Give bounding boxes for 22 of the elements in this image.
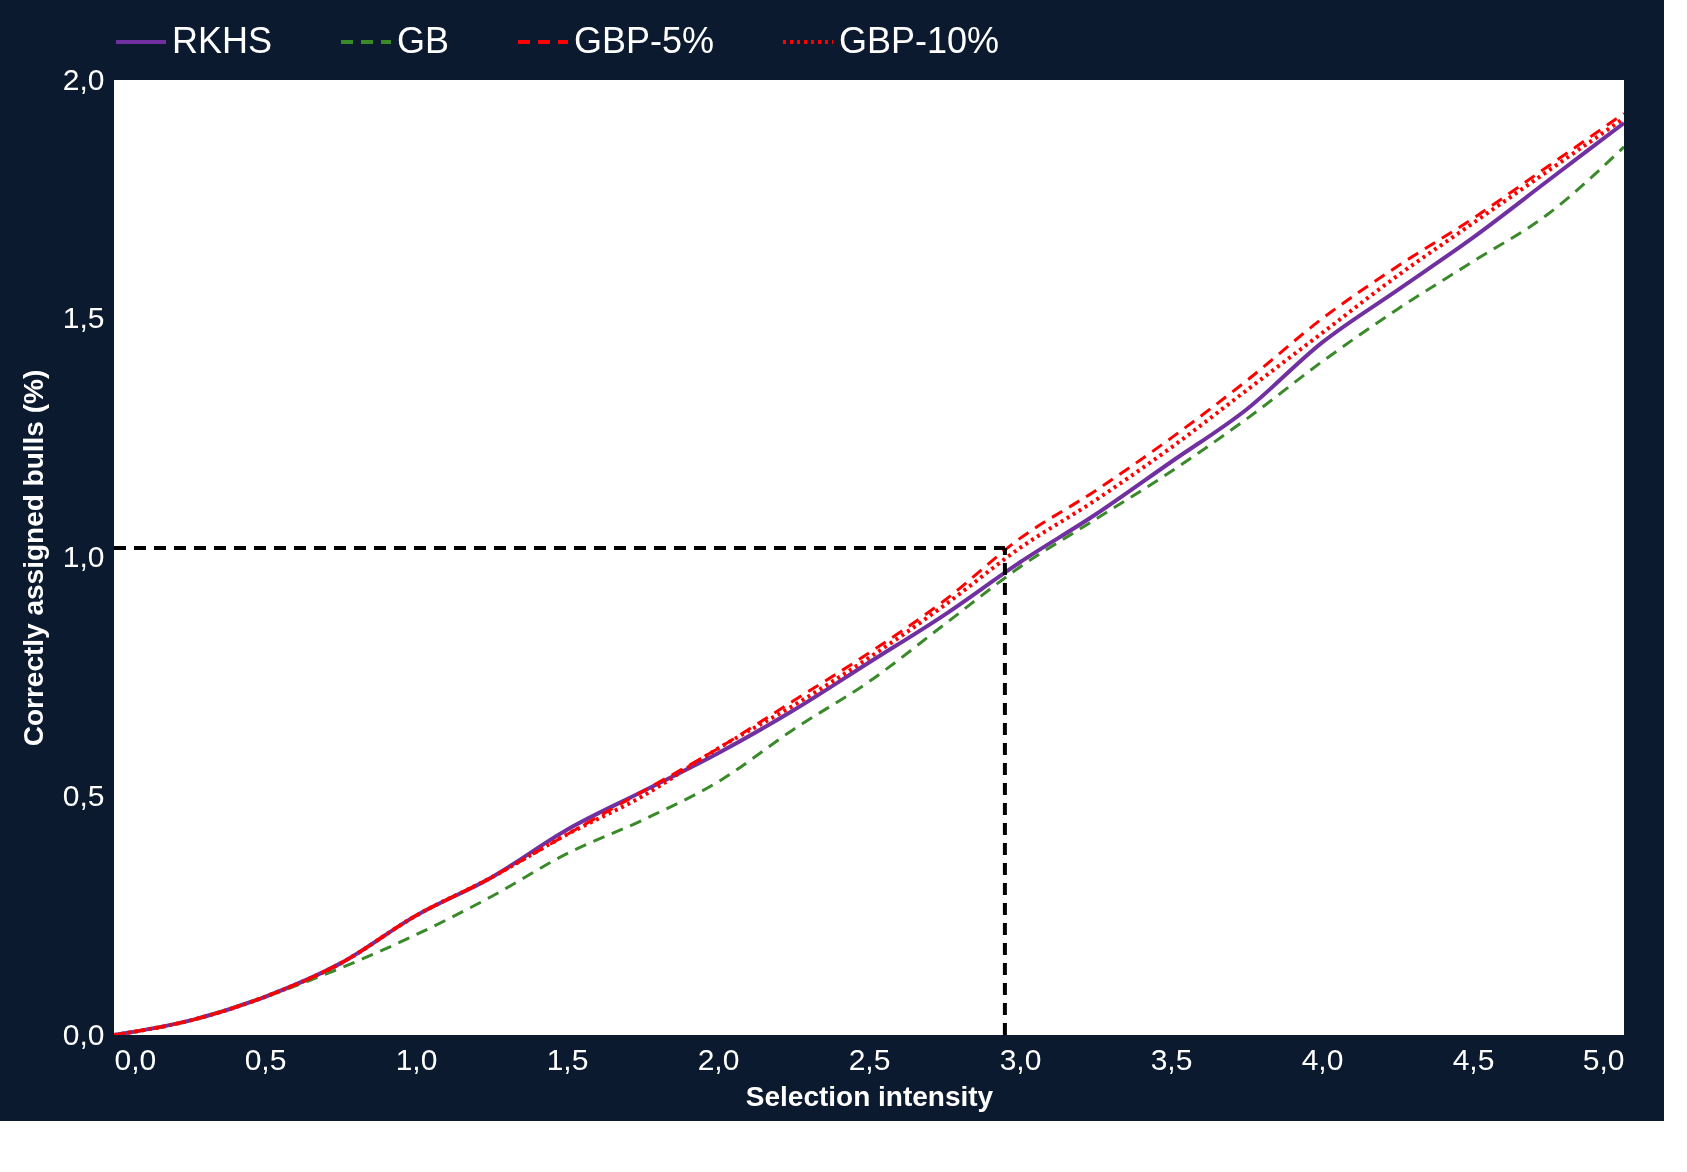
y-tick-label: 2,0 — [62, 62, 105, 96]
y-tick-label: 0,0 — [62, 1017, 105, 1051]
x-tick-label: 2,0 — [697, 1042, 740, 1076]
x-axis-title: Selection intensity — [745, 1080, 994, 1112]
x-tick-label: 2,5 — [848, 1042, 891, 1076]
y-tick-label: 0,5 — [62, 778, 105, 812]
y-tick-label: 1,5 — [62, 301, 105, 335]
x-tick-label: 0,0 — [114, 1042, 157, 1076]
y-axis-title: Correctly assigned bulls (%) — [17, 369, 49, 747]
y-tick-label: 1,0 — [62, 540, 105, 573]
legend-label: GB — [397, 20, 450, 61]
x-tick-label: 1,0 — [395, 1042, 438, 1076]
x-tick-label: 1,5 — [546, 1042, 589, 1076]
legend-label: RKHS — [172, 20, 273, 61]
legend-label: GBP-5% — [574, 20, 715, 61]
x-tick-label: 3,0 — [999, 1042, 1042, 1076]
x-tick-label: 0,5 — [244, 1042, 287, 1076]
x-tick-label: 4,0 — [1301, 1042, 1344, 1076]
legend-label: GBP-10% — [839, 20, 1000, 61]
x-tick-label: 4,5 — [1452, 1042, 1495, 1076]
x-tick-label: 5,0 — [1582, 1042, 1625, 1076]
x-tick-label: 3,5 — [1150, 1042, 1193, 1076]
